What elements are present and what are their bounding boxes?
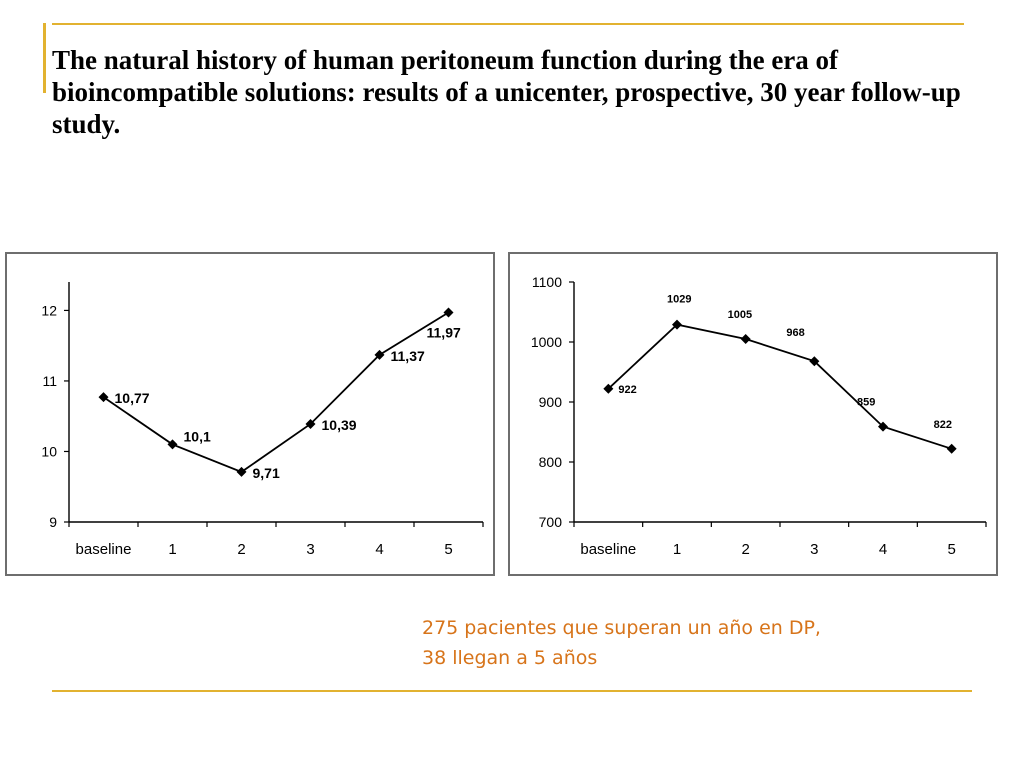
data-label: 11,97 xyxy=(427,325,461,341)
x-tick-label: 3 xyxy=(810,541,818,558)
x-tick-label: baseline xyxy=(580,541,636,558)
data-label: 10,39 xyxy=(322,417,357,433)
data-point-marker xyxy=(672,319,682,330)
y-tick-label: 10 xyxy=(41,443,57,459)
data-label: 859 xyxy=(857,397,875,409)
slide-title: The natural history of human peritoneum … xyxy=(52,45,961,139)
chart-frame-2: 700 800 900 1000 1100 baseline 1 2 3 4 5 922 1029 100… xyxy=(508,252,998,576)
left-accent-bar xyxy=(43,23,46,93)
data-point-marker xyxy=(443,307,454,318)
patients-note-line-1: 275 pacientes que superan un año en DP, xyxy=(422,617,821,639)
series-line xyxy=(607,323,952,450)
data-point-marker xyxy=(167,439,178,450)
y-tick-label: 9 xyxy=(49,514,57,530)
data-point-marker xyxy=(98,392,109,403)
patients-note: 275 pacientes que superan un año en DP, … xyxy=(422,613,982,673)
data-label: 968 xyxy=(786,327,804,339)
x-tick-label: baseline xyxy=(76,541,132,558)
data-point-marker xyxy=(878,421,888,432)
x-tick-label: 1 xyxy=(168,541,176,558)
data-point-marker xyxy=(740,334,751,344)
data-label: 922 xyxy=(618,384,636,396)
data-label: 1029 xyxy=(667,294,691,306)
y-tick-label: 800 xyxy=(539,454,563,470)
bottom-rule xyxy=(52,690,972,692)
data-point-marker xyxy=(946,443,957,454)
x-tick-label: 4 xyxy=(879,541,887,558)
data-point-marker xyxy=(305,418,316,429)
data-label: 10,1 xyxy=(184,428,211,444)
patients-note-line-2: 38 llegan a 5 años xyxy=(422,647,598,669)
data-label: 822 xyxy=(934,419,952,431)
x-tick-label: 1 xyxy=(673,541,681,558)
series-line xyxy=(102,311,449,473)
data-label: 1005 xyxy=(728,309,752,321)
y-tick-label: 900 xyxy=(539,394,563,410)
data-label: 10,77 xyxy=(115,390,150,406)
x-tick-label: 5 xyxy=(947,541,955,558)
y-tick-label: 1000 xyxy=(531,334,562,350)
y-tick-label: 1100 xyxy=(532,274,562,290)
y-tick-label: 11 xyxy=(42,373,57,389)
data-point-marker xyxy=(236,466,247,477)
data-point-marker xyxy=(809,356,820,367)
data-label: 11,37 xyxy=(391,348,425,364)
data-point-marker xyxy=(603,383,614,394)
chart-creatinine-clearance: 700 800 900 1000 1100 baseline 1 2 3 4 5 922 1029 100… xyxy=(531,274,987,558)
x-tick-label: 5 xyxy=(444,541,452,558)
data-point-marker xyxy=(374,349,385,360)
y-tick-label: 700 xyxy=(539,514,563,530)
x-tick-label: 4 xyxy=(375,541,383,558)
chart-frame-1: 9 10 11 12 baseline 1 2 3 4 5 10,77 10,1 9,71 10,39 11… xyxy=(5,252,495,576)
top-rule xyxy=(52,23,964,25)
y-tick-label: 12 xyxy=(41,302,57,318)
data-label: 9,71 xyxy=(253,465,280,481)
x-tick-label: 2 xyxy=(741,541,749,558)
x-tick-label: 3 xyxy=(306,541,314,558)
x-tick-label: 2 xyxy=(237,541,245,558)
